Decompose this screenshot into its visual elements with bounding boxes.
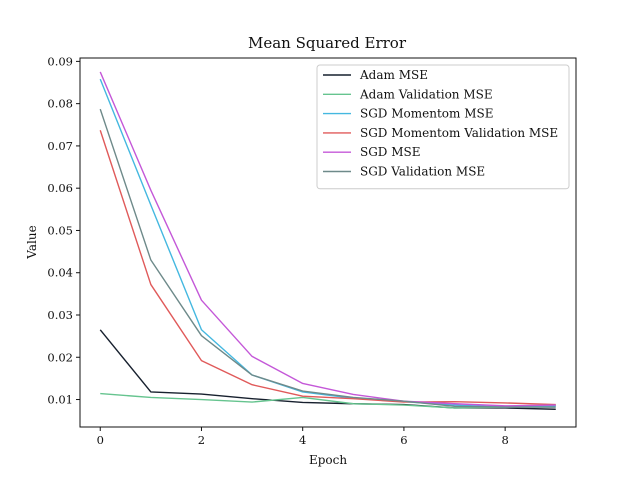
- legend-label: SGD Momentom Validation MSE: [360, 126, 558, 140]
- series-line-2: [100, 392, 556, 409]
- legend-label: Adam MSE: [359, 68, 428, 82]
- x-tick-label: 0: [97, 433, 104, 447]
- x-tick-label: 8: [501, 433, 508, 447]
- y-tick-label: 0.01: [47, 393, 73, 407]
- y-tick-label: 0.05: [47, 223, 73, 237]
- legend-box: [316, 64, 570, 190]
- legend-label: Adam Validation MSE: [359, 87, 493, 101]
- y-axis-ticks: 0.01 0.02 0.03 0.04 0.05 0.06 0.07 0.08 0.09: [47, 54, 80, 407]
- y-tick-label: 0.07: [47, 139, 73, 153]
- y-tick-label: 0.08: [47, 97, 73, 111]
- x-tick-label: 4: [299, 433, 306, 447]
- x-axis-label: Epoch: [309, 453, 347, 467]
- chart-title: Mean Squared Error: [248, 34, 407, 52]
- x-tick-label: 2: [198, 433, 205, 447]
- y-axis-label: Value: [25, 225, 39, 259]
- y-tick-label: 0.04: [47, 266, 73, 280]
- y-tick-label: 0.03: [47, 308, 73, 322]
- series-line-5: [99, 71, 556, 407]
- series-line-6: [99, 108, 556, 408]
- x-axis-ticks: 0 2 4 6 8: [97, 427, 509, 447]
- legend-label: SGD Momentom MSE: [360, 107, 493, 121]
- plot-frame: [79, 57, 577, 428]
- y-tick-label: 0.09: [47, 54, 73, 68]
- legend-label: SGD MSE: [360, 145, 421, 159]
- y-tick-label: 0.02: [47, 350, 73, 364]
- series-line-4: [99, 130, 556, 406]
- y-tick-label: 0.06: [47, 181, 73, 195]
- x-tick-label: 6: [400, 433, 407, 447]
- series-lines: [99, 71, 556, 410]
- legend-label: SGD Validation MSE: [360, 165, 485, 179]
- legend: Adam MSE Adam Validation MSE SGD Momentom …: [316, 64, 570, 190]
